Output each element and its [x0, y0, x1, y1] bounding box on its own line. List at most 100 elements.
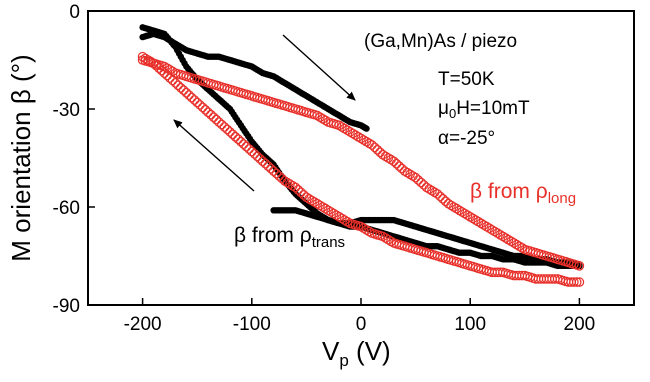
- long-data-point: [465, 212, 475, 222]
- long-data-point: [388, 156, 399, 167]
- long-data-point: [571, 277, 582, 287]
- long-data-point: [506, 236, 516, 247]
- sweep-up-arrow: [173, 119, 255, 192]
- long-data-point: [203, 107, 213, 118]
- long-data-point: [219, 122, 230, 132]
- long-data-point: [154, 63, 164, 73]
- long-data-point: [342, 125, 353, 135]
- long-data-point: [137, 51, 148, 62]
- long-data-point: [347, 128, 358, 139]
- long-data-point: [189, 95, 200, 105]
- long-data-point: [230, 132, 241, 142]
- long-data-point: [369, 142, 380, 153]
- long-data-point: [574, 260, 585, 271]
- x-tick-label: 100: [454, 314, 486, 335]
- long-data-point: [468, 213, 478, 224]
- long-data-point: [339, 123, 350, 134]
- long-data-point: [492, 228, 503, 238]
- long-data-point: [364, 226, 374, 237]
- long-series-marks: [137, 51, 585, 287]
- long-data-point: [249, 149, 260, 159]
- long-data-point: [569, 277, 579, 287]
- long-data-point: [334, 212, 344, 222]
- field-prefix: μ: [438, 98, 449, 119]
- x-axis-title: Vp (V): [322, 336, 391, 370]
- long-data-point: [312, 110, 323, 121]
- long-series-label: β from ρlong: [470, 180, 576, 207]
- long-data-point: [293, 185, 303, 195]
- angle-label: α=-25°: [438, 128, 495, 149]
- long-data-point: [143, 55, 153, 65]
- long-data-point: [170, 78, 181, 88]
- long-data-point: [317, 114, 328, 124]
- long-data-point: [511, 239, 522, 250]
- long-data-point: [241, 141, 252, 152]
- x-tick-label: -200: [124, 314, 162, 335]
- long-data-point: [350, 130, 361, 140]
- long-data-point: [345, 127, 355, 137]
- long-data-point: [399, 166, 410, 176]
- long-data-point: [459, 208, 470, 219]
- material-label: (Ga,Mn)As / piezo: [364, 31, 517, 52]
- long-data-point: [244, 144, 254, 154]
- sweep-down-arrow: [282, 34, 356, 101]
- long-data-point: [304, 194, 314, 204]
- long-data-point: [211, 114, 222, 125]
- trans-label-main: β from ρ: [234, 224, 312, 247]
- long-data-point: [197, 102, 208, 113]
- long-data-point: [301, 192, 312, 202]
- long-data-point: [186, 92, 197, 103]
- long-data-point: [380, 233, 391, 243]
- x-tick-label: 0: [356, 314, 367, 335]
- long-data-point: [156, 65, 167, 76]
- x-axis-title-sub: p: [339, 351, 348, 370]
- long-data-point: [178, 85, 189, 95]
- long-data-point: [372, 145, 383, 155]
- long-data-point: [337, 122, 347, 132]
- long-data-point: [307, 195, 317, 206]
- long-data-point: [266, 163, 276, 174]
- long-data-point: [236, 136, 246, 147]
- long-data-point: [356, 133, 366, 144]
- field-label: μ0H=10mT: [438, 98, 530, 121]
- long-data-point: [454, 205, 465, 216]
- long-data-point: [208, 112, 219, 122]
- long-data-point: [574, 277, 585, 287]
- long-data-point: [473, 216, 484, 227]
- long-data-point: [252, 151, 263, 162]
- long-data-point: [268, 166, 279, 176]
- long-data-point: [227, 129, 238, 140]
- long-data-point: [380, 151, 391, 162]
- long-data-point: [260, 158, 271, 169]
- long-data-point: [159, 68, 170, 78]
- long-data-point: [438, 194, 448, 204]
- long-data-point: [383, 153, 394, 163]
- y-tick-label: -90: [53, 296, 80, 317]
- long-data-point: [181, 87, 192, 98]
- long-data-point: [339, 215, 350, 225]
- long-data-point: [457, 207, 467, 217]
- long-data-point: [162, 70, 172, 81]
- long-data-point: [326, 207, 336, 217]
- axis-ticks: [88, 10, 581, 306]
- long-data-point: [367, 140, 377, 150]
- y-tick-label: 0: [69, 2, 80, 23]
- long-data-point: [500, 233, 511, 243]
- long-data-point: [405, 169, 415, 180]
- long-data-point: [361, 225, 372, 235]
- x-tick-label: -100: [233, 314, 271, 335]
- long-data-point: [233, 134, 243, 144]
- long-data-point: [462, 210, 473, 220]
- temperature-label: T=50K: [438, 69, 495, 90]
- long-data-point: [279, 176, 290, 186]
- long-data-point: [222, 124, 232, 135]
- field-sub: 0: [449, 106, 456, 121]
- long-data-point: [282, 177, 293, 188]
- long-data-point: [257, 156, 268, 167]
- x-axis-title-main: V: [322, 336, 340, 366]
- long-data-point: [410, 172, 421, 183]
- long-data-point: [356, 221, 366, 232]
- long-data-point: [312, 198, 323, 209]
- long-data-point: [427, 185, 437, 196]
